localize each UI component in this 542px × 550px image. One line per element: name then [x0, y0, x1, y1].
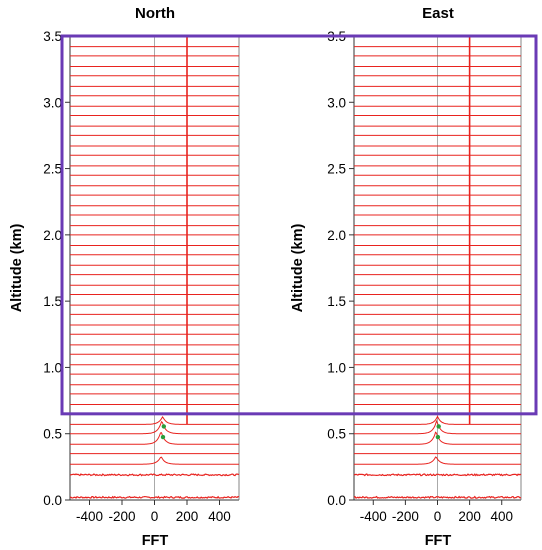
east-spectrum-trace	[353, 473, 522, 477]
east-y-axis-label: Altitude (km)	[290, 224, 306, 313]
north-x-axis-label: FFT	[142, 533, 169, 549]
north-y-tick-label: 0.0	[43, 493, 62, 508]
north-spectrum-trace	[70, 420, 239, 435]
north-spectrum-trace	[69, 473, 240, 477]
east-y-ticks: 0.00.51.01.52.02.53.03.5	[327, 29, 354, 508]
east-spectrum-trace	[354, 456, 521, 465]
north-x-tick-label: -400	[76, 509, 103, 524]
east-x-tick-label: 0	[434, 509, 442, 524]
north-spectrum-trace	[70, 415, 239, 425]
north-spectrum-trace	[69, 495, 240, 499]
north-x-ticks: -400 -200 0 200 400	[76, 500, 231, 524]
east-spectrum-trace	[353, 495, 522, 499]
north-spectrum-trace	[70, 432, 239, 445]
north-panel: North 0.0 0.5 1.0 1.5 2.0 2.5 3.0 3.5 -400 -200 0…	[9, 5, 240, 549]
north-x-tick-label: 200	[176, 509, 199, 524]
east-y-tick-label: 1.5	[327, 294, 346, 309]
east-y-tick-label: 0.5	[327, 427, 346, 442]
east-peak-marker	[436, 424, 441, 429]
east-x-ticks: -400 -200 0 200 400	[360, 500, 513, 524]
north-x-tick-label: 0	[151, 509, 159, 524]
east-spectrum-trace	[354, 419, 521, 435]
north-y-tick-label: 1.0	[43, 360, 62, 375]
east-y-tick-label: 2.0	[327, 228, 346, 243]
east-spectrum-trace	[354, 415, 521, 425]
east-y-tick-label: 0.0	[327, 493, 346, 508]
north-y-tick-label: 3.0	[43, 95, 62, 110]
east-y-tick-label: 3.0	[327, 95, 346, 110]
east-panel: East 0.00.51.01.52.02.53.03.5 -400 -200 0 2…	[290, 5, 522, 549]
north-peak-marker	[161, 424, 167, 429]
north-spectrum-trace	[70, 456, 239, 465]
north-peak-marker	[160, 434, 166, 440]
east-peak-marker	[435, 434, 441, 440]
east-x-tick-label: 200	[458, 509, 481, 524]
north-y-tick-label: 0.5	[43, 427, 62, 442]
north-y-tick-label: 2.5	[43, 162, 62, 177]
north-y-ticks: 0.0 0.5 1.0 1.5 2.0 2.5 3.0 3.5	[43, 29, 70, 508]
north-y-tick-label: 3.5	[43, 29, 62, 44]
east-x-tick-label: -400	[360, 509, 387, 524]
east-title: East	[422, 5, 454, 22]
north-x-tick-label: -200	[108, 509, 135, 524]
east-x-tick-label: 400	[490, 509, 513, 524]
east-y-tick-label: 1.0	[327, 360, 346, 375]
north-y-tick-label: 2.0	[43, 228, 62, 243]
east-traces	[353, 35, 522, 501]
east-y-tick-label: 2.5	[327, 162, 346, 177]
highlight-box	[60, 34, 538, 416]
east-x-tick-label: -200	[392, 509, 419, 524]
north-y-axis-label: Altitude (km)	[9, 224, 25, 313]
north-traces	[69, 35, 240, 501]
east-x-axis-label: FFT	[425, 533, 452, 549]
north-y-tick-label: 1.5	[43, 294, 62, 309]
north-title: North	[135, 5, 175, 22]
north-x-tick-label: 400	[208, 509, 231, 524]
